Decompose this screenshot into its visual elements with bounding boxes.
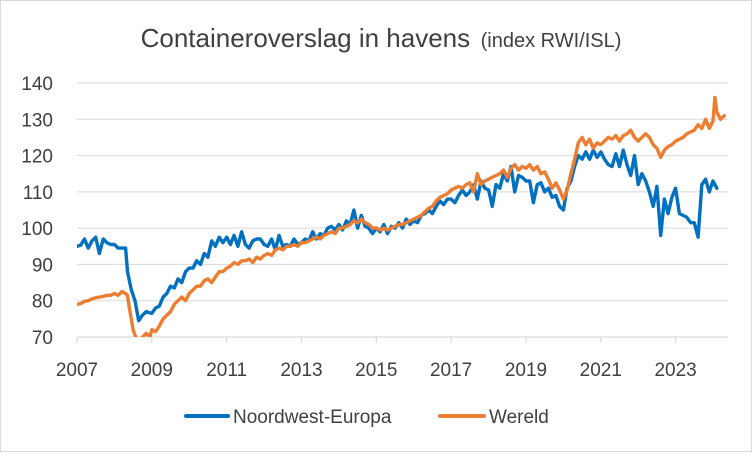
y-tick-label: 90 [32, 255, 53, 276]
legend: Noordwest-Europa Wereld [184, 407, 549, 428]
y-tick-label: 80 [32, 292, 53, 313]
grid-layer [77, 82, 728, 302]
chart-title: Containeroverslag in havens (index RWI/I… [141, 23, 622, 53]
y-tick-label: 70 [32, 328, 53, 349]
axis-layer: 70 80 90 100 110 120 130 140 2007 2009 2011 2013 201… [21, 74, 728, 381]
x-tick-label: 2019 [505, 360, 547, 381]
y-tick-label: 110 [23, 183, 53, 204]
chart-title-subtitle: (index RWI/ISL) [481, 30, 622, 52]
series-line-noordwest-europa [77, 148, 719, 323]
x-tick-label: 2011 [206, 360, 247, 381]
x-tick-label: 2021 [580, 360, 622, 381]
chart-title-main: Containeroverslag in havens [141, 23, 471, 53]
x-tick-label: 2009 [131, 360, 173, 381]
x-tick-label: 2013 [280, 360, 322, 381]
x-tick-label: 2007 [56, 360, 98, 381]
x-tick-label: 2017 [430, 360, 472, 381]
y-tick-label: 140 [21, 74, 53, 95]
y-tick-label: 130 [21, 110, 53, 131]
x-tick-label: 2023 [654, 360, 696, 381]
y-tick-label: 120 [21, 147, 53, 168]
legend-label: Wereld [489, 407, 549, 428]
series-layer [77, 95, 726, 337]
series-line-wereld [77, 95, 726, 337]
legend-label: Noordwest-Europa [233, 407, 392, 428]
y-tick-label: 100 [21, 219, 53, 240]
x-tick-label: 2015 [355, 360, 397, 381]
